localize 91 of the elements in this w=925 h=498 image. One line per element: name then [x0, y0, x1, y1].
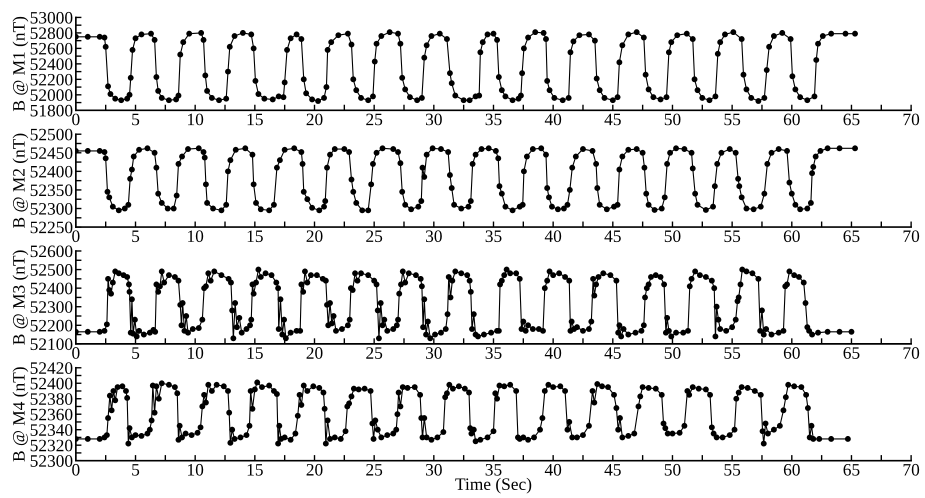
y-tick-label: 52300: [30, 202, 72, 215]
x-tick-label: 35: [486, 464, 502, 476]
x-tick-label: 65: [844, 347, 860, 359]
x-tick-label: 60: [784, 114, 800, 126]
x-tick-label: 60: [784, 230, 800, 242]
y-tick-label: 52000: [30, 89, 72, 102]
x-tick-label: 20: [306, 347, 323, 359]
y-tick-label: 52320: [30, 440, 72, 452]
y-tick-label: 53000: [30, 12, 72, 24]
x-tick-label: 15: [248, 464, 263, 476]
y-tick-label: 52350: [30, 184, 72, 196]
y-tick-label: 52360: [30, 408, 72, 420]
x-tick-label: 70: [904, 114, 920, 126]
y-tick-label: 52400: [30, 166, 72, 178]
x-tick-label: 10: [188, 114, 204, 126]
x-tick-label: 25: [366, 464, 382, 476]
y-tick-label: 52380: [30, 393, 72, 405]
y-tick-label: 52500: [30, 128, 72, 140]
x-tick-label: 0: [72, 464, 80, 476]
x-tick-label: 5: [132, 347, 140, 359]
x-tick-label: 55: [724, 347, 740, 359]
y-tick-label: 52600: [30, 42, 72, 55]
y-axis-title: B @ M1 (nT): [12, 16, 28, 112]
x-tick-label: 45: [604, 347, 621, 359]
y-tick-label: 52420: [30, 362, 72, 374]
x-tick-label: 20: [306, 230, 323, 242]
y-tick-label: 52450: [30, 147, 72, 159]
x-tick-label: 55: [724, 230, 740, 242]
x-tick-label: 50: [664, 464, 680, 476]
x-tick-label: 55: [724, 464, 740, 476]
x-tick-label: 0: [72, 230, 80, 242]
x-tick-label: 65: [844, 230, 860, 242]
x-tick-label: 15: [248, 347, 263, 359]
x-tick-label: 60: [784, 464, 800, 476]
x-tick-label: 40: [544, 230, 562, 242]
y-tick-label: 52300: [30, 455, 72, 467]
y-tick-label: 52400: [30, 378, 72, 390]
x-tick-label: 40: [544, 114, 562, 126]
x-tick-label: 30: [426, 464, 442, 476]
x-tick-label: 50: [664, 230, 680, 242]
x-tick-label: 25: [366, 230, 382, 242]
x-tick-label: 0: [72, 347, 80, 359]
x-tick-label: 10: [188, 464, 204, 476]
y-tick-label: 52800: [30, 27, 72, 40]
x-tick-label: 5: [132, 230, 140, 242]
x-tick-label: 45: [604, 464, 621, 476]
x-tick-label: 20: [306, 114, 323, 126]
y-tick-label: 52340: [30, 424, 72, 436]
x-tick-label: 40: [544, 464, 562, 476]
x-tick-label: 65: [844, 114, 860, 126]
y-tick-label: 52400: [30, 282, 72, 294]
x-tick-label: 10: [188, 347, 204, 359]
y-tick-label: 52100: [30, 338, 72, 350]
x-tick-label: 25: [366, 114, 382, 126]
x-tick-label: 35: [486, 114, 502, 126]
x-tick-label: 30: [426, 347, 442, 359]
x-tick-label: 40: [544, 347, 562, 359]
y-axis-title: B @ M4 (nT): [12, 367, 28, 462]
y-tick-label: 52200: [30, 320, 72, 332]
y-axis-title: B @ M3 (nT): [12, 250, 28, 345]
x-tick-label: 5: [132, 464, 140, 476]
y-tick-label: 52200: [30, 74, 72, 86]
x-tick-label: 70: [904, 464, 920, 476]
y-tick-label: 52400: [30, 58, 72, 70]
x-tick-label: 35: [486, 347, 502, 359]
x-tick-label: 30: [426, 230, 442, 242]
x-tick-label: 45: [604, 230, 621, 242]
x-tick-label: 20: [306, 464, 323, 476]
x-tick-label: 50: [664, 114, 680, 126]
y-axis-title: B @ M2 (nT): [12, 134, 28, 228]
x-tick-label: 45: [604, 114, 621, 126]
x-tick-label: 30: [426, 114, 442, 126]
y-tick-label: 51800: [30, 104, 72, 116]
x-tick-label: 55: [724, 114, 740, 126]
y-tick-label: 52300: [30, 301, 72, 313]
x-tick-label: 35: [486, 230, 502, 242]
x-tick-label: 70: [904, 230, 920, 242]
x-tick-label: 50: [664, 347, 680, 359]
x-tick-label: 15: [248, 230, 263, 242]
x-tick-label: 0: [72, 114, 80, 126]
x-tick-label: 70: [904, 347, 920, 359]
y-tick-label: 52500: [30, 264, 72, 276]
x-axis-title: Time (Sec): [455, 478, 532, 494]
y-tick-label: 52600: [30, 245, 72, 258]
x-tick-label: 10: [188, 230, 204, 242]
x-tick-label: 25: [366, 347, 382, 359]
x-tick-label: 60: [784, 347, 800, 359]
x-tick-label: 65: [844, 464, 860, 476]
x-tick-label: 5: [132, 114, 140, 126]
y-tick-label: 52250: [30, 222, 72, 234]
x-tick-label: 15: [248, 114, 263, 126]
